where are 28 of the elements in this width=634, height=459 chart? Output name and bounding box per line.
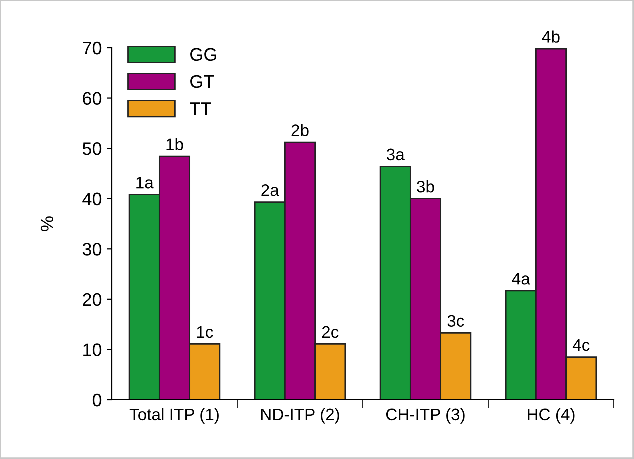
text: 4b [542, 30, 560, 43]
y-tick-label: 10 [84, 344, 102, 356]
annotation: 2b [292, 124, 309, 136]
legend-label: GG [190, 48, 216, 62]
annotation: 1c [197, 326, 214, 338]
y-tick-label: 20 [83, 293, 102, 306]
y-tick-label: 50 [82, 142, 102, 156]
annotation: 3b [417, 180, 434, 193]
y-tick-label: 30 [82, 243, 102, 256]
annotation: 1a [136, 177, 154, 189]
annotation: 1b [166, 138, 184, 151]
y-axis-title: % [40, 216, 54, 232]
x-tick-label: ND-ITP (2) [261, 408, 340, 424]
annotation: 4c [572, 340, 590, 352]
annotation: 2a [262, 184, 280, 196]
x-tick-label: Total ITP (1) [130, 408, 219, 424]
legend-label: TT [190, 102, 212, 115]
x-tick-label: HC (4) [528, 408, 575, 424]
annotation: 3a [386, 148, 405, 161]
x-tick-label: CH-ITP (3) [386, 408, 465, 424]
annotation: 3c [448, 315, 464, 328]
legend-label: GT [190, 75, 214, 88]
y-tick-label: 40 [82, 192, 102, 206]
y-tick-label: 0 [92, 394, 102, 407]
y-tick-label: 60 [83, 92, 102, 106]
y-tick-label: 70 [83, 42, 102, 55]
annotation: 4a [512, 273, 530, 285]
annotation: 2c [322, 326, 339, 338]
